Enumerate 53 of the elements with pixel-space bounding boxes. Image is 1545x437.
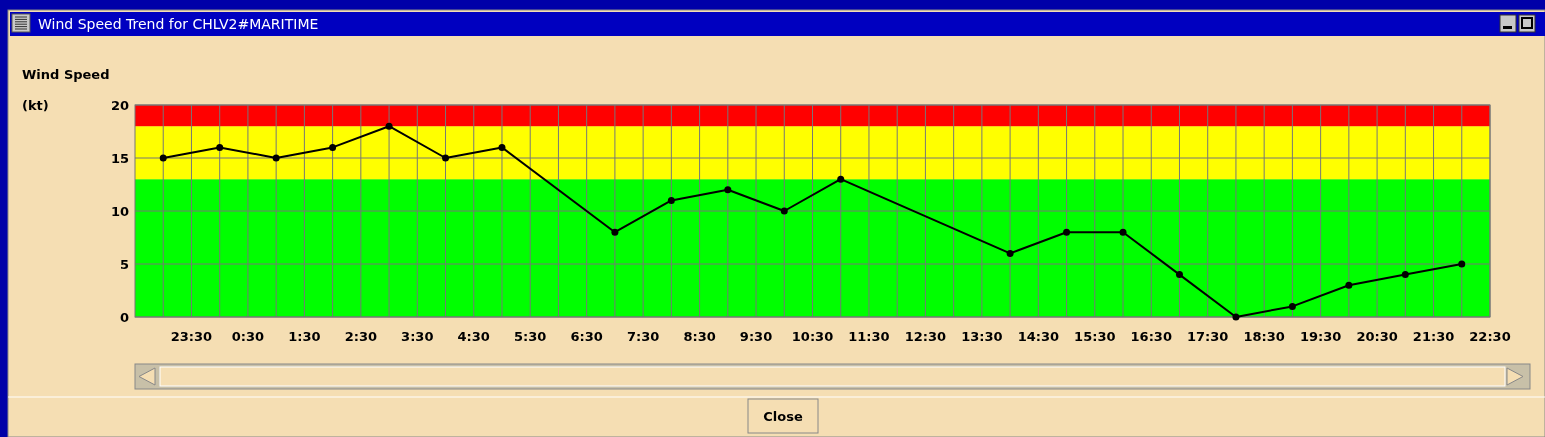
point bbox=[1458, 260, 1466, 268]
x-tick-label: 14:30 bbox=[1017, 329, 1060, 344]
text: Wind Speed (kt) bbox=[22, 67, 110, 113]
x-tick-label: 17:30 bbox=[1187, 329, 1229, 344]
y-tick-label: 5 bbox=[119, 257, 129, 272]
x-tick-label: 15:30 bbox=[1074, 329, 1116, 344]
point bbox=[498, 143, 506, 151]
point bbox=[1232, 313, 1240, 321]
x-tick-label: 16:30 bbox=[1130, 329, 1172, 344]
x-tick-label: 10:30 bbox=[791, 329, 834, 344]
text: Close bbox=[763, 409, 803, 424]
point bbox=[780, 207, 788, 215]
x-tick-label: 13:30 bbox=[961, 329, 1003, 344]
x-tick-label: 0:30 bbox=[231, 329, 265, 344]
point bbox=[724, 186, 732, 194]
x-tick-label: 9:30 bbox=[739, 329, 773, 344]
x-tick-label: 23:30 bbox=[170, 329, 213, 344]
x-tick-label: 22:30 bbox=[1469, 329, 1511, 344]
x-tick-label: 8:30 bbox=[683, 329, 716, 344]
chart-title: Wind Speed Trend for CHLV2#MARITIME bbox=[38, 16, 319, 32]
x-tick-label: 18:30 bbox=[1243, 329, 1285, 344]
x-tick-label: 19:30 bbox=[1299, 329, 1342, 344]
x-tick-label: 7:30 bbox=[626, 329, 660, 344]
x-tick-label: 2:30 bbox=[344, 329, 378, 344]
point bbox=[272, 154, 280, 162]
x-tick-label: 4:30 bbox=[457, 329, 490, 344]
point bbox=[1288, 302, 1296, 310]
point bbox=[837, 175, 845, 183]
point bbox=[667, 196, 675, 204]
x-tick-label: 5:30 bbox=[514, 329, 547, 344]
y-tick-label: 15 bbox=[110, 151, 129, 166]
point bbox=[1006, 249, 1014, 257]
point bbox=[1345, 281, 1353, 289]
point bbox=[1175, 271, 1183, 279]
x-tick-label: 6:30 bbox=[570, 329, 603, 344]
point bbox=[329, 143, 337, 151]
x-tick-label: 1:30 bbox=[288, 329, 321, 344]
point bbox=[611, 228, 619, 236]
point bbox=[1063, 228, 1071, 236]
point bbox=[1401, 271, 1409, 279]
point bbox=[385, 122, 393, 130]
x-tick-label: 3:30 bbox=[401, 329, 434, 344]
y-tick-label: 20 bbox=[110, 98, 129, 113]
y-tick-label: 10 bbox=[110, 204, 129, 219]
y-tick-label: 0 bbox=[119, 310, 129, 325]
x-tick-label: 11:30 bbox=[848, 329, 890, 344]
point bbox=[159, 154, 167, 162]
x-tick-label: 12:30 bbox=[904, 329, 947, 344]
x-tick-label: 20:30 bbox=[1356, 329, 1398, 344]
point bbox=[216, 143, 224, 151]
x-tick-label: 21:30 bbox=[1412, 329, 1455, 344]
point bbox=[442, 154, 450, 162]
point bbox=[1119, 228, 1127, 236]
